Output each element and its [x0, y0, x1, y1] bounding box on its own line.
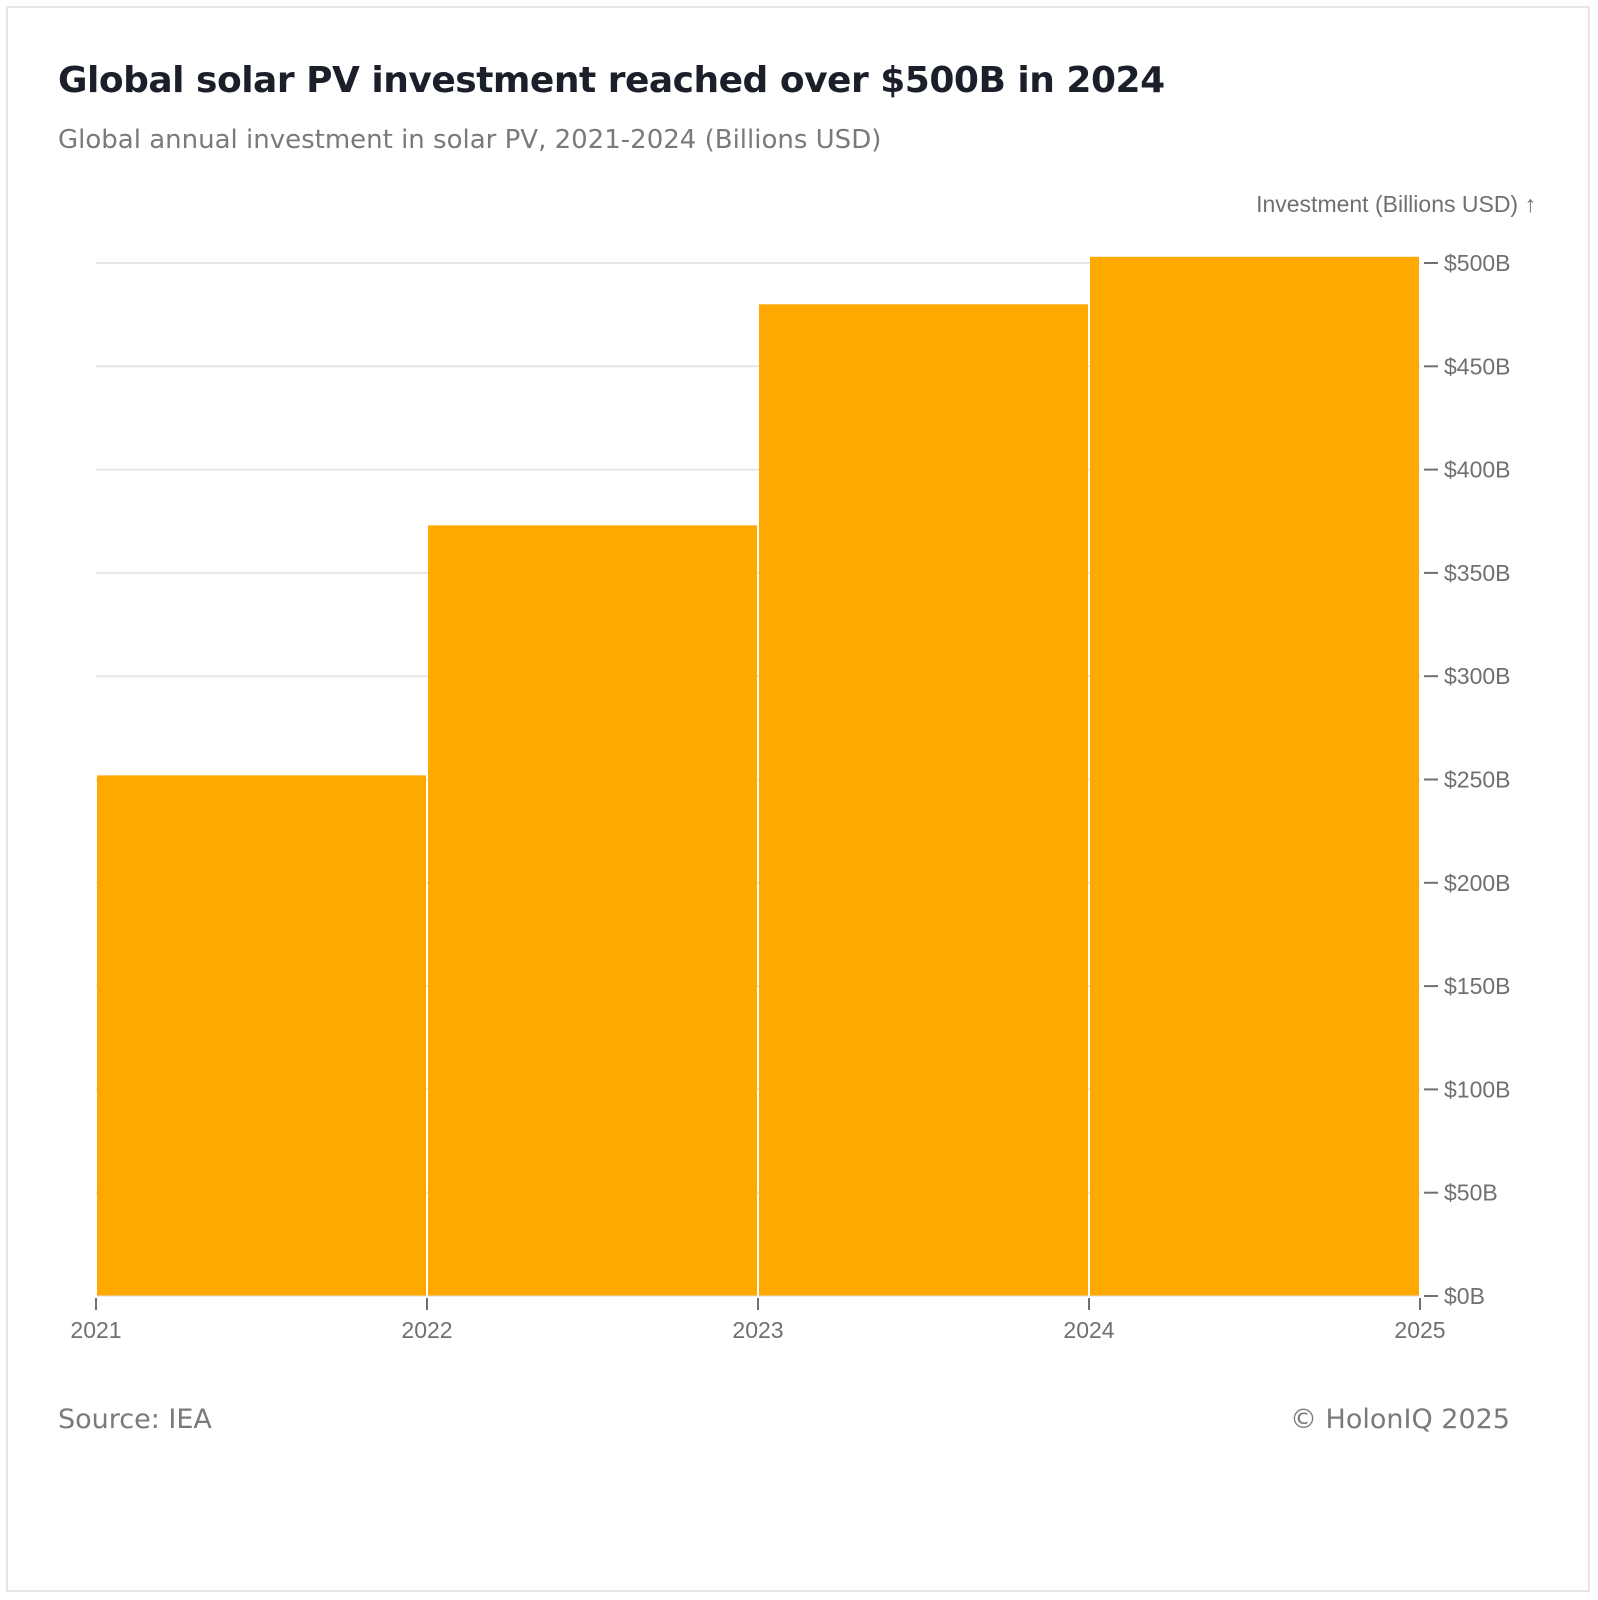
x-axis: 2021 2022 2023 2024 2025: [70, 1295, 1446, 1343]
y-tick-label: $400B: [1444, 457, 1511, 483]
chart-title: Global solar PV investment reached over …: [58, 60, 1165, 101]
bar-2023: [759, 304, 1088, 1296]
x-tick-label: 2024: [1063, 1317, 1114, 1343]
y-tick-label: $250B: [1444, 767, 1511, 793]
bar-2024: [1090, 256, 1419, 1296]
y-tick-label: $50B: [1444, 1180, 1498, 1206]
bar-2021: [97, 775, 426, 1296]
x-tick-label: 2023: [732, 1317, 783, 1343]
x-tick-label: 2021: [70, 1317, 121, 1343]
y-axis-label: Investment (Billions USD) ↑: [1256, 191, 1536, 217]
y-tick-label: $500B: [1444, 250, 1511, 276]
y-tick-label: $300B: [1444, 663, 1511, 689]
source-note: Source: IEA: [58, 1404, 212, 1435]
y-tick-label: $200B: [1444, 870, 1511, 896]
y-tick-label: $450B: [1444, 353, 1511, 379]
y-tick-label: $150B: [1444, 973, 1511, 999]
x-tick-label: 2022: [401, 1317, 452, 1343]
y-tick-label: $100B: [1444, 1076, 1511, 1102]
bar-2022: [428, 525, 757, 1296]
copyright-note: © HolonIQ 2025: [1289, 1404, 1510, 1435]
y-tick-label: $0B: [1444, 1283, 1485, 1309]
y-axis: $0B $50B $100B $150B $200B $250B $300B $350B $40…: [1424, 250, 1511, 1309]
bars: [97, 256, 1419, 1296]
x-tick-label: 2025: [1394, 1317, 1445, 1343]
y-tick-label: $350B: [1444, 560, 1511, 586]
chart-subtitle: Global annual investment in solar PV, 20…: [58, 125, 882, 155]
